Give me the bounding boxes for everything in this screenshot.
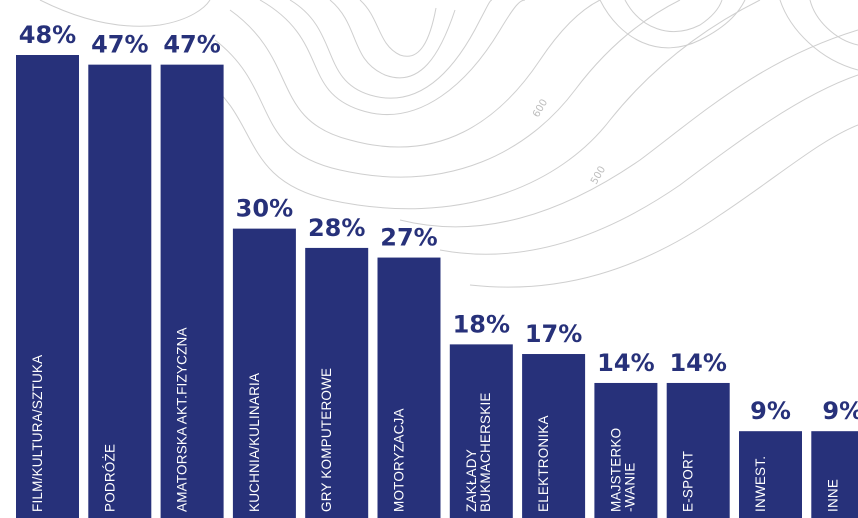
value-label-6: 18% — [453, 310, 510, 338]
value-label-8: 14% — [597, 349, 654, 377]
category-labels: FILM/KULTURA/SZTUKA PODRÓŻE AMATORSKA AKT.… — [30, 327, 840, 512]
bar-2 — [160, 64, 224, 518]
bar-10 — [739, 431, 802, 518]
category-label-4: GRY KOMPUTEROWE — [319, 368, 334, 512]
bar-9 — [666, 382, 730, 518]
category-label-7: ELEKTRONIKA — [536, 415, 551, 512]
value-label-0: 48% — [19, 21, 76, 49]
topographic-background: 600 500 — [39, 0, 858, 288]
value-labels: 48% 47% 47% 30% 28% 27% 18% 17% 14% 14% 9% 9% — [19, 21, 858, 425]
category-label-0: FILM/KULTURA/SZTUKA — [30, 355, 45, 512]
value-label-1: 47% — [91, 31, 148, 59]
value-label-7: 17% — [525, 320, 582, 348]
category-label-6: ZAKŁADYBUKMACHERSKIE — [464, 392, 493, 512]
bar-3 — [232, 228, 296, 518]
value-label-10: 9% — [750, 397, 791, 425]
category-label-11: INNE — [825, 479, 840, 512]
value-label-9: 14% — [669, 349, 726, 377]
bar-8 — [594, 382, 658, 518]
bar-6 — [449, 344, 513, 518]
bar-4 — [305, 247, 369, 518]
value-label-11: 9% — [822, 397, 858, 425]
category-label-10: INWEST. — [753, 456, 768, 512]
contour-label-500: 500 — [589, 164, 608, 186]
bar-5 — [377, 257, 441, 518]
category-label-2: AMATORSKA AKT.FIZYCZNA — [175, 327, 190, 512]
bar-0 — [16, 55, 79, 518]
bar-7 — [522, 354, 586, 518]
category-label-1: PODRÓŻE — [102, 444, 117, 512]
category-label-5: MOTORYZACJA — [392, 408, 407, 512]
value-label-3: 30% — [236, 195, 293, 223]
bar-series — [16, 55, 858, 518]
category-label-8: MAJSTERKO-WANIE — [608, 428, 637, 512]
value-label-5: 27% — [380, 224, 437, 252]
bar-11 — [811, 431, 858, 518]
bar-1 — [88, 64, 152, 518]
category-label-3: KUCHNIA/KULINARIA — [247, 373, 262, 512]
contour-label-600: 600 — [531, 97, 550, 119]
value-label-2: 47% — [163, 31, 220, 59]
value-label-4: 28% — [308, 214, 365, 242]
category-label-9: E-SPORT — [681, 451, 696, 512]
